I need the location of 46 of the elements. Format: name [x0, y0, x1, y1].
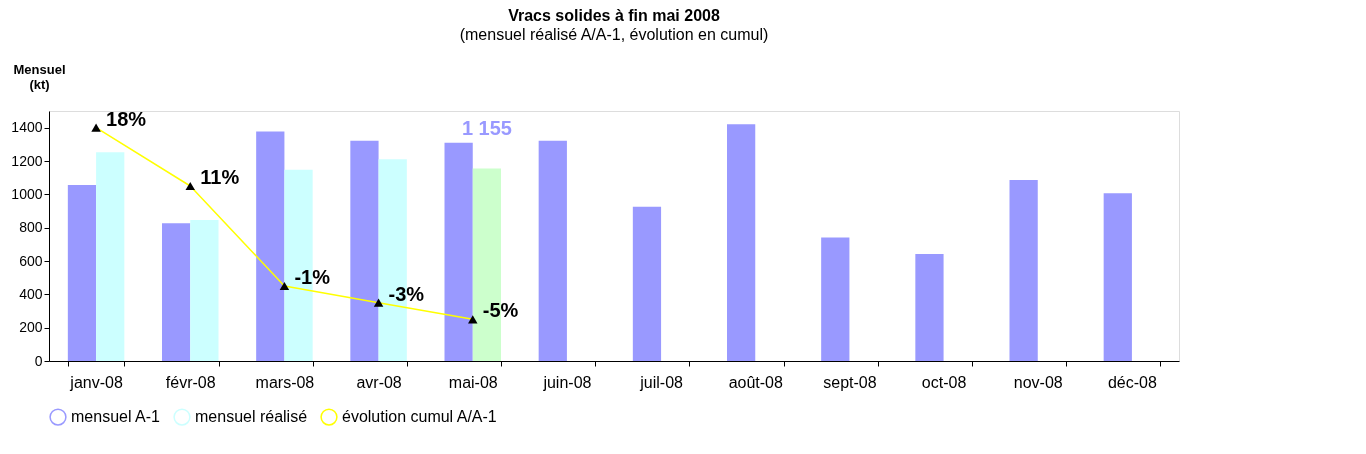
- x-tick-label: mai-08: [448, 373, 498, 391]
- x-tick-label: déc-08: [1107, 373, 1157, 391]
- legend-label: mensuel A-1: [71, 408, 161, 426]
- bar: [256, 131, 285, 361]
- y-tick-label: 600: [19, 252, 43, 269]
- x-tick-label: févr-08: [165, 373, 216, 391]
- bar: [632, 206, 662, 361]
- bar: [190, 220, 219, 361]
- y-axis-title: Mensuel (kt): [13, 61, 66, 92]
- x-tick-label: juin-08: [542, 373, 592, 391]
- y-tick-label: 0: [34, 352, 43, 369]
- y-tick-label: 800: [19, 219, 43, 236]
- y-tick-label: 1400: [11, 119, 43, 136]
- bar: [162, 223, 191, 361]
- data-label: -5%: [482, 299, 519, 322]
- x-tick-label: juil-08: [639, 373, 684, 391]
- bar: [538, 140, 567, 361]
- x-tick-label: mars-08: [255, 373, 315, 391]
- bar: [1103, 193, 1132, 361]
- y-tick-label: 1000: [11, 185, 43, 202]
- data-label: 11%: [200, 166, 240, 188]
- x-tick-label: sept-08: [823, 373, 877, 391]
- chart-subtitle: (mensuel réalisé A/A-1, évolution en cumul): [459, 26, 769, 43]
- x-tick-label: nov-08: [1013, 373, 1063, 391]
- data-label: 18%: [106, 107, 147, 130]
- legend-label: mensuel réalisé: [195, 408, 308, 426]
- bar: [350, 140, 379, 361]
- chart-title: Vracs solides à fin mai 2008: [508, 7, 720, 24]
- y-tick-label: 1200: [11, 152, 43, 169]
- x-tick-label: août-08: [728, 373, 783, 391]
- data-label: 1 155: [461, 116, 512, 139]
- bar: [915, 254, 944, 361]
- legend-label: évolution cumul A/A-1: [342, 408, 497, 426]
- x-tick-label: avr-08: [356, 373, 402, 391]
- bar: [444, 142, 473, 361]
- bar: [821, 237, 850, 361]
- bar: [67, 185, 97, 361]
- bar: [96, 152, 125, 361]
- y-tick-label: 200: [19, 319, 43, 336]
- data-label: -3%: [388, 282, 425, 305]
- data-label: -1%: [294, 266, 331, 288]
- y-tick-label: 400: [19, 285, 43, 302]
- x-tick-label: oct-08: [921, 373, 967, 391]
- bar: [1009, 180, 1038, 361]
- x-tick-label: janv-08: [69, 373, 123, 391]
- bar: [727, 124, 756, 361]
